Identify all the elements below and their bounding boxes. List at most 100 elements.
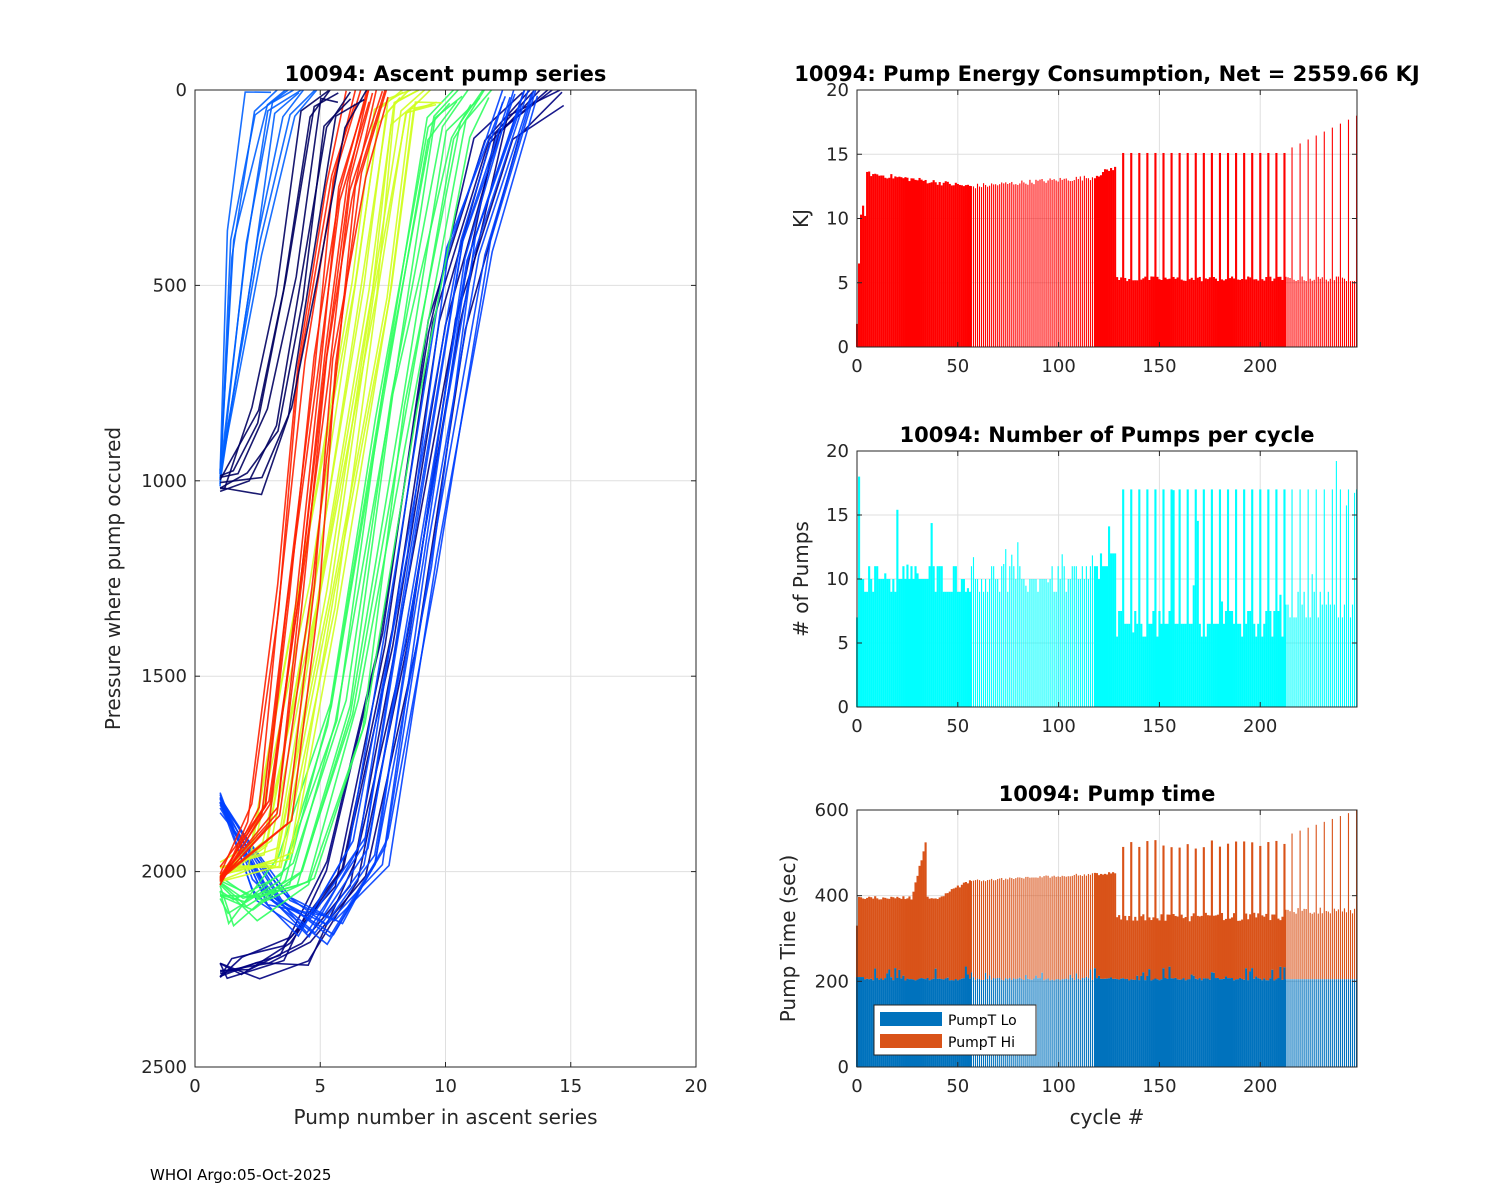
bar-pumpt-hi (964, 882, 967, 967)
bar (1251, 489, 1254, 707)
y-tick-label: 0 (176, 80, 187, 101)
y-tick-label: 0 (838, 1057, 849, 1078)
bar-pumpt-hi (1331, 818, 1333, 980)
bar (874, 566, 877, 707)
bar (890, 174, 893, 347)
bar (1226, 152, 1230, 347)
bar-pumpt-lo (1188, 979, 1191, 1067)
bar-pumpt-lo (1218, 979, 1222, 1067)
ascent-series-line (219, 98, 352, 489)
bar (1037, 591, 1039, 707)
y-tick-label: 500 (153, 275, 187, 296)
bar (1099, 175, 1103, 347)
bar (1021, 180, 1023, 347)
bar (1158, 611, 1161, 707)
bar-pumpt-hi (1083, 874, 1085, 979)
bar (1287, 277, 1289, 347)
bar (912, 579, 915, 707)
bar-pumpt-hi (1251, 842, 1254, 969)
bar (1017, 184, 1019, 347)
bar (910, 566, 913, 707)
bar-pumpt-lo (1210, 972, 1213, 1067)
bar (896, 509, 899, 707)
bar-pumpt-lo (1285, 979, 1287, 1067)
ascent-series-line (219, 101, 437, 876)
bar (1019, 566, 1021, 707)
bar (1081, 180, 1083, 347)
bar (1148, 623, 1151, 707)
bar-pumpt-hi (1122, 846, 1125, 979)
bar (944, 181, 947, 347)
legend-swatch (880, 1034, 942, 1048)
bar (1011, 181, 1013, 347)
bar (1103, 169, 1107, 347)
y-tick-label: 10 (826, 569, 849, 590)
bar (989, 579, 991, 707)
bar (1222, 280, 1226, 347)
bar-pumpt-hi (1087, 873, 1089, 979)
bar-pumpt-hi (1093, 872, 1097, 969)
bar-pumpt-lo (1091, 979, 1093, 1067)
bar (1247, 611, 1250, 707)
bar (1228, 611, 1232, 707)
bar-pumpt-lo (1196, 979, 1199, 1067)
bar-pumpt-lo (1075, 973, 1077, 1067)
bar-pumpt-hi (906, 898, 909, 979)
y-tick-label: 600 (815, 800, 849, 821)
bar (1349, 281, 1352, 347)
bar (1226, 489, 1230, 707)
bar-pumpt-hi (1103, 873, 1107, 979)
bar-pumpt-hi (1065, 876, 1067, 979)
y-tick-label: 20 (826, 80, 849, 101)
bar-pumpt-lo (1051, 979, 1053, 1067)
y-tick-label: 15 (826, 144, 849, 165)
bar (1182, 623, 1185, 707)
bar-pumpt-lo (1353, 979, 1356, 1067)
x-tick-label: 150 (1142, 716, 1176, 737)
bar (1239, 279, 1242, 347)
bar-pumpt-hi (1222, 920, 1226, 979)
bar-pumpt-lo (1313, 979, 1315, 1067)
bar (1210, 489, 1213, 707)
bar-pumpt-lo (1081, 978, 1083, 1067)
bar (1335, 461, 1337, 707)
bar (983, 183, 985, 347)
bar-pumpt-hi (1239, 920, 1242, 978)
bar-pumpt-lo (1271, 969, 1274, 1067)
bar (1261, 636, 1264, 707)
bar (1033, 184, 1035, 347)
bar (970, 186, 973, 347)
bar (1339, 489, 1341, 707)
ascent-series-line (219, 91, 351, 493)
bar (1297, 591, 1299, 707)
bar-pumpt-lo (1108, 978, 1111, 1067)
bar (1067, 579, 1069, 707)
bar (1156, 276, 1159, 347)
bar (934, 591, 937, 707)
ascent-series-line (219, 90, 515, 935)
bar-pumpt-hi (1267, 842, 1270, 981)
y-tick-label: 2000 (141, 862, 187, 883)
bar (1333, 280, 1335, 347)
bar-pumpt-lo (1148, 969, 1151, 1067)
ascent-series-line (219, 90, 347, 886)
bar-pumpt-hi (866, 897, 869, 979)
bar (1259, 152, 1262, 347)
bar (904, 177, 907, 347)
bar (1251, 152, 1254, 347)
bar (1105, 566, 1109, 707)
bar (1345, 505, 1348, 707)
bar (938, 182, 941, 347)
bar (1101, 172, 1105, 347)
bar (1124, 623, 1127, 707)
bar (1110, 168, 1113, 347)
bar-pumpt-hi (1015, 878, 1017, 980)
bar-pumpt-lo (1170, 978, 1173, 1067)
bar (1281, 279, 1284, 347)
bar-pumpt-hi (1200, 915, 1203, 981)
bar-pumpt-hi (1114, 873, 1117, 979)
bar (888, 579, 891, 707)
bar-pumpt-lo (1186, 979, 1189, 1067)
bar (1224, 611, 1228, 707)
bar (1210, 152, 1213, 347)
